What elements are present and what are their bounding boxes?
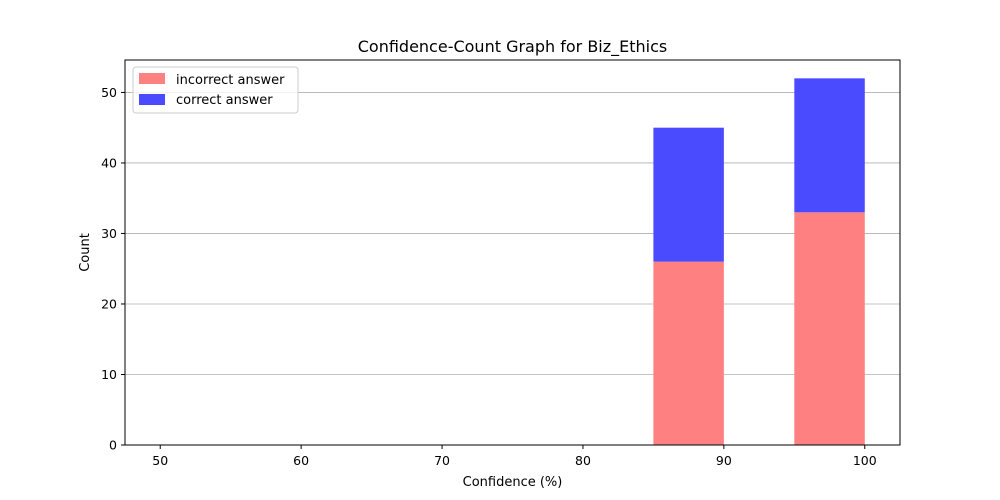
chart-title: Confidence-Count Graph for Biz_Ethics (358, 37, 668, 57)
x-tick-label: 100 (853, 453, 877, 468)
x-tick-label: 70 (434, 453, 450, 468)
y-tick-label: 0 (109, 438, 117, 453)
plot-frame (124, 59, 901, 446)
bar-series (653, 78, 865, 445)
bar-correct-1 (794, 78, 865, 213)
x-axis-ticks: 50 60 70 80 90 100 (152, 445, 877, 468)
y-tick-label: 20 (101, 296, 117, 311)
bar-incorrect-1 (794, 212, 865, 445)
x-tick-label: 60 (293, 453, 309, 468)
x-tick-label: 50 (152, 453, 168, 468)
legend-swatch-incorrect (139, 73, 165, 84)
x-axis-label: Confidence (%) (463, 475, 563, 490)
legend-box (132, 66, 299, 114)
legend-label-incorrect: incorrect answer (176, 73, 285, 88)
legend-swatch-correct (139, 94, 165, 105)
y-tick-label: 30 (101, 226, 117, 241)
bar-correct-0 (653, 127, 724, 262)
y-axis-ticks: 0 10 20 30 40 50 (101, 85, 125, 453)
legend: incorrect answer correct answer (132, 66, 299, 114)
x-tick-label: 90 (716, 453, 732, 468)
y-tick-label: 40 (101, 155, 117, 170)
y-axis-label: Count (78, 233, 93, 272)
x-tick-label: 80 (575, 453, 591, 468)
bar-incorrect-0 (653, 261, 724, 445)
legend-label-correct: correct answer (176, 93, 273, 108)
y-tick-label: 10 (101, 367, 117, 382)
y-tick-label: 50 (101, 85, 117, 100)
